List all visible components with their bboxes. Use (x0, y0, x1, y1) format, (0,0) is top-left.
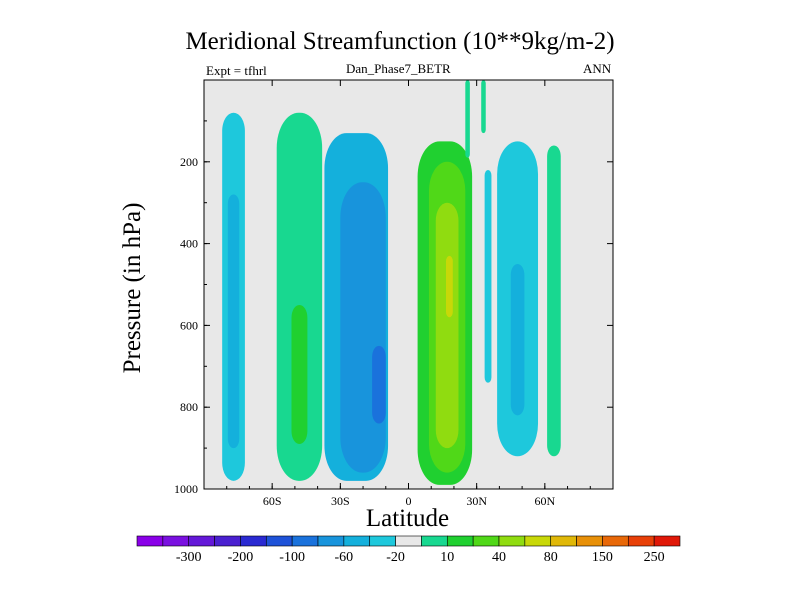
colorbar-swatch (576, 535, 603, 547)
colorbar-swatch (550, 535, 577, 547)
x-tick-label: 30N (466, 494, 487, 508)
cell-hadley-south-mid (340, 182, 386, 473)
colorbar-swatch (343, 535, 371, 547)
colorbar-swatch (162, 535, 190, 547)
cell-hadley-north-peak (445, 255, 453, 318)
plot-background (204, 80, 613, 489)
experiment-label: Expt = tfhrl (206, 63, 267, 78)
contour-cells (204, 80, 613, 489)
colorbar-swatch (369, 535, 396, 547)
cell-north-wedge (484, 169, 492, 383)
colorbar-label: -200 (228, 550, 254, 565)
colorbar-swatch (524, 535, 552, 547)
colorbar-swatch (136, 535, 164, 547)
colorbar-swatch (602, 535, 629, 547)
cell-ferrel-south-weak (276, 112, 323, 481)
cell-strat-north-a (465, 80, 470, 158)
season-label: ANN (583, 61, 612, 76)
cell-hadley-south-core (372, 345, 386, 424)
colorbar-swatch (395, 535, 422, 547)
colorbar-label: -60 (335, 550, 354, 565)
y-tick-label: 200 (180, 155, 198, 169)
cell-hadley-north-core (435, 202, 459, 449)
colorbar-label: 10 (440, 550, 454, 565)
case-label: Dan_Phase7_BETR (346, 61, 451, 76)
colorbar-label: -300 (176, 550, 202, 565)
x-axis-label: Latitude (365, 505, 450, 532)
y-tick-label: 800 (180, 400, 198, 414)
colorbar-swatch (472, 535, 500, 547)
colorbar-label: -100 (279, 550, 305, 565)
y-tick-label: 400 (180, 237, 198, 251)
colorbar-swatch (653, 535, 681, 547)
colorbar-swatch (240, 535, 267, 547)
colorbar-swatch (291, 535, 319, 547)
colorbar: -300 -200 -100 -60 -20 10 40 80 150 250 (136, 535, 681, 565)
chart-title: Meridional Streamfunction (10**9kg/m-2) (185, 28, 615, 55)
y-tick-label: 600 (180, 318, 198, 332)
colorbar-swatch (421, 535, 448, 547)
cell-polar-north (547, 145, 561, 457)
colorbar-swatch (265, 535, 293, 547)
cell-strat-north-b (481, 80, 486, 134)
x-tick-label: 60S (263, 494, 282, 508)
colorbar-swatch (214, 535, 241, 547)
plot-axes: 60S 30S 0 30N 60N 200 400 600 800 1000 (174, 79, 614, 508)
colorbar-swatch (627, 535, 655, 547)
x-tick-label: 60N (534, 494, 555, 508)
y-tick-label: 1000 (174, 482, 198, 496)
colorbar-label: -20 (386, 550, 405, 565)
colorbar-label: 80 (544, 550, 558, 565)
colorbar-label: 40 (492, 550, 506, 565)
cell-ferrel-north-core (510, 264, 525, 416)
cell-polar-south-core (227, 194, 240, 449)
colorbar-swatch (446, 535, 474, 547)
cell-ferrel-south-core (291, 304, 308, 445)
colorbar-swatch (188, 535, 215, 547)
colorbar-swatch (317, 535, 345, 547)
x-tick-label: 0 (406, 494, 412, 508)
x-tick-label: 30S (331, 494, 350, 508)
colorbar-label: 250 (644, 550, 665, 565)
colorbar-label: 150 (592, 550, 613, 565)
colorbar-swatch (498, 535, 526, 547)
